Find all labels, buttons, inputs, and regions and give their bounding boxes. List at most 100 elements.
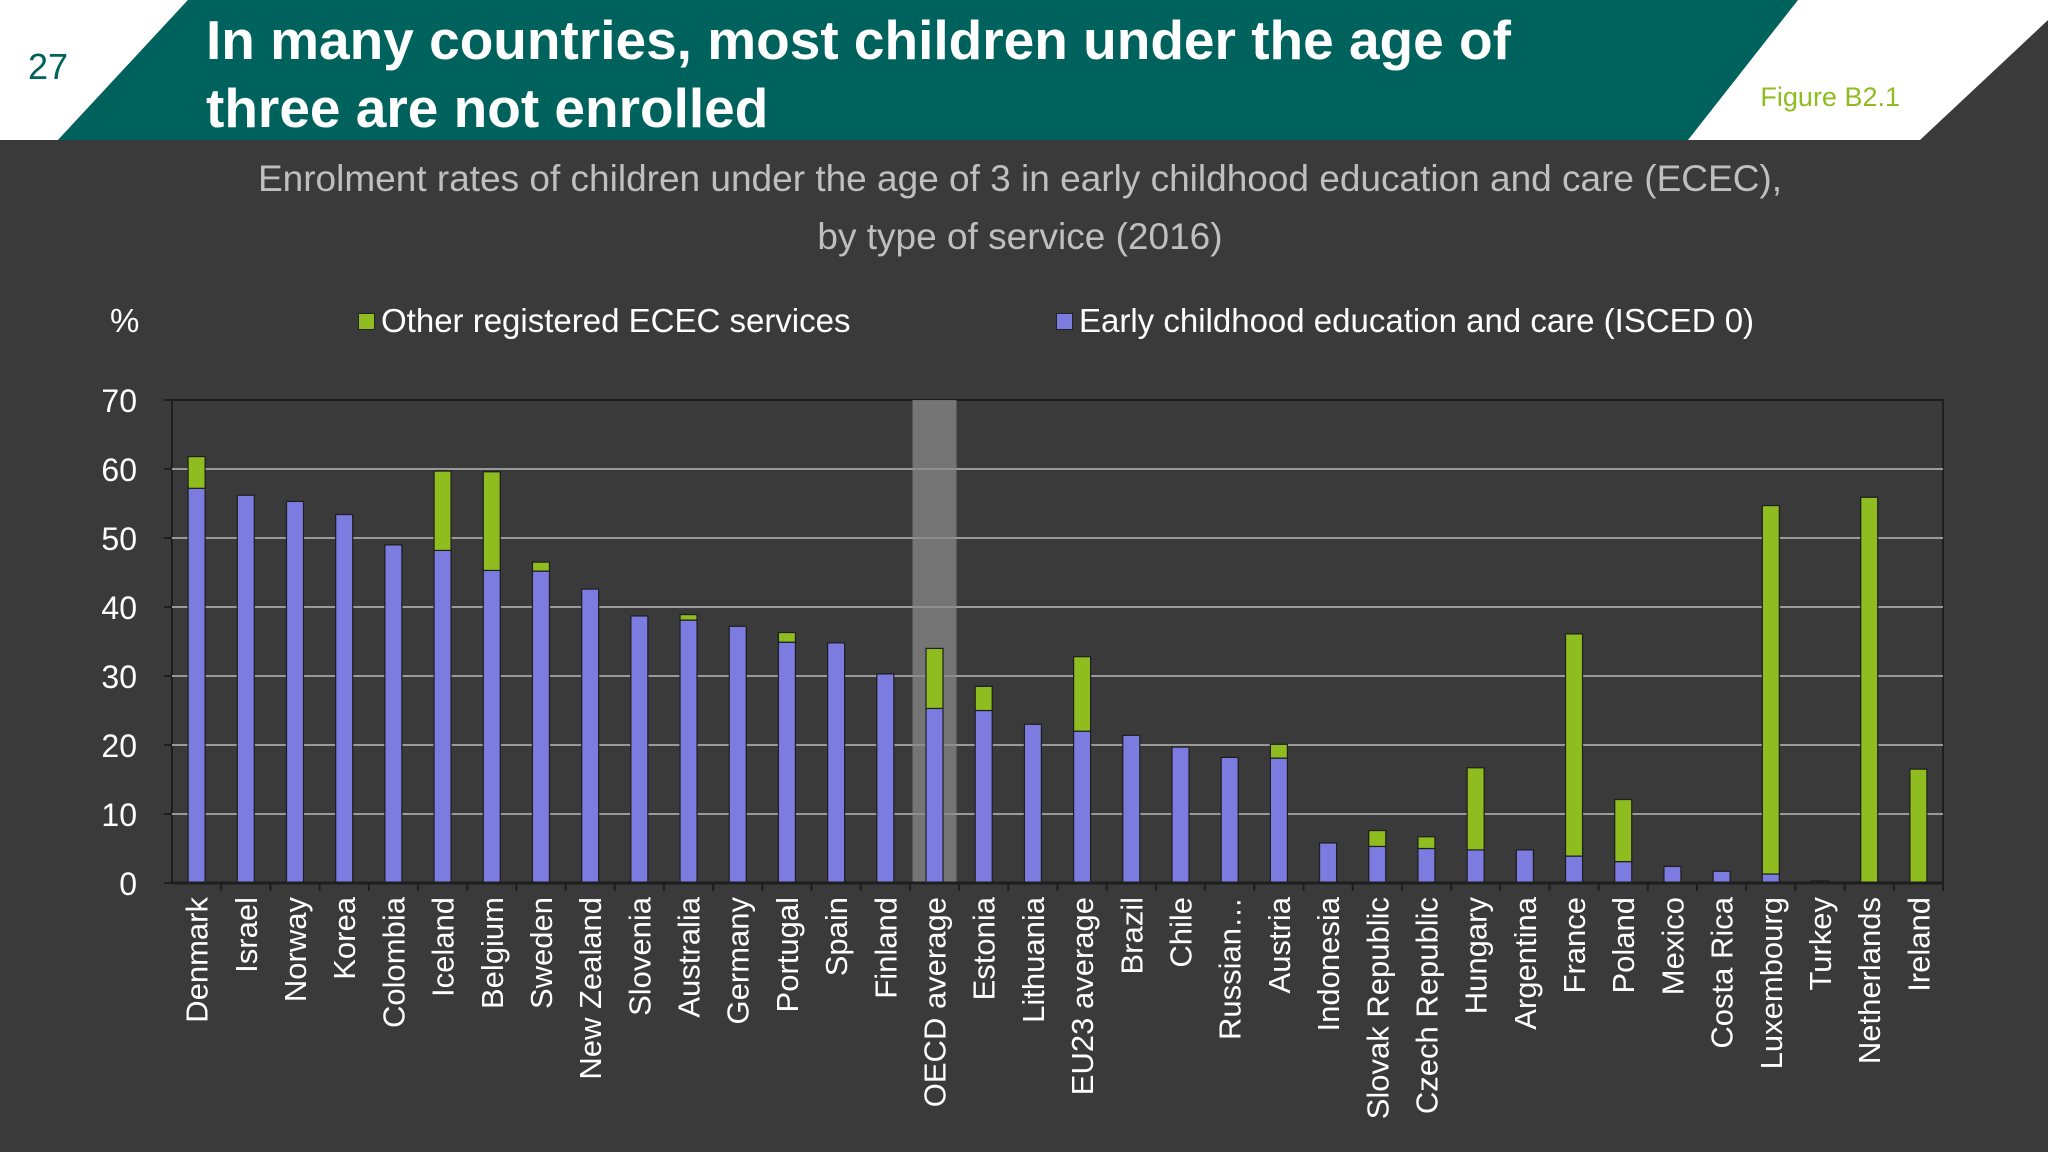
bar-isced (1023, 723, 1043, 884)
bar-other (1909, 768, 1928, 884)
x-tick-label: Colombia (376, 896, 411, 1028)
bar-isced (777, 641, 797, 884)
x-tick-label: Netherlands (1852, 897, 1887, 1064)
bar-isced (285, 500, 305, 884)
y-tick-label: 70 (101, 383, 137, 419)
bar-other (1368, 829, 1387, 848)
bar-isced (1072, 730, 1092, 884)
y-tick-label: 60 (101, 452, 137, 488)
x-tick-label: Argentina (1508, 896, 1543, 1029)
header-left-white-tab (0, 0, 188, 140)
header-right-white-tab (1688, 0, 2048, 140)
x-tick-label: Iceland (426, 897, 461, 997)
x-tick-label: Slovenia (622, 896, 657, 1016)
x-tick-label: Estonia (967, 896, 1002, 1000)
x-tick-label: Israel (229, 897, 264, 973)
x-tick-label: Australia (672, 896, 707, 1017)
chart-subtitle-line-2: by type of service (2016) (817, 216, 1223, 257)
y-tick-label: 0 (119, 866, 137, 902)
bar-isced (1614, 861, 1633, 884)
x-tick-label: Korea (327, 896, 362, 979)
bar-other (187, 455, 206, 489)
header-banner (0, 0, 2048, 140)
bar-isced (1663, 865, 1682, 884)
x-tick-label: Lithuania (1016, 896, 1051, 1023)
bar-isced (974, 709, 993, 884)
bar-isced (335, 513, 354, 884)
bar-isced (1466, 849, 1485, 884)
bar-other (1466, 767, 1485, 851)
bar-isced (581, 588, 600, 884)
chart-subtitle: Enrolment rates of children under the ag… (100, 150, 1940, 266)
x-tick-label: New Zealand (573, 897, 608, 1080)
bar-isced (876, 673, 895, 884)
x-tick-label: Sweden (524, 897, 559, 1009)
x-tick-label: EU23 average (1065, 897, 1100, 1095)
x-tick-label: Mexico (1655, 897, 1690, 995)
bar-isced (531, 570, 551, 884)
bar-isced (1564, 855, 1584, 884)
bar-isced (1417, 847, 1436, 884)
bar-isced (1269, 757, 1288, 884)
bar-other (1761, 504, 1780, 875)
bar-isced (1171, 746, 1190, 884)
x-tick-label: Indonesia (1311, 896, 1346, 1031)
bar-other (531, 561, 551, 572)
x-tick-label: Russian… (1213, 897, 1248, 1040)
bar-isced (482, 569, 501, 884)
x-tick-label: Finland (868, 897, 903, 999)
x-tick-label: Norway (278, 897, 313, 1003)
y-tick-label: 20 (101, 728, 137, 764)
legend-item-isced: Early childhood education and care (ISCE… (1056, 302, 1754, 340)
bar-other (777, 631, 797, 643)
x-tick-label: Austria (1262, 896, 1297, 993)
x-tick-label: Hungary (1459, 897, 1494, 1015)
bar-isced (1220, 756, 1239, 884)
bar-other (433, 470, 452, 552)
x-tick-label: Ireland (1901, 897, 1936, 992)
bar-isced (433, 549, 452, 884)
header-teal-band (58, 0, 1798, 140)
bar-isced (384, 544, 403, 884)
bar-isced (1318, 842, 1338, 884)
slide-title-line-1: In many countries, most children under t… (206, 9, 1511, 71)
bar-other (1564, 633, 1584, 857)
x-tick-label: Belgium (475, 897, 510, 1009)
x-tick-label: France (1557, 897, 1592, 993)
x-tick-label: Slovak Republic (1360, 897, 1395, 1119)
x-tick-label: Chile (1163, 897, 1198, 968)
bar-other (1860, 496, 1879, 884)
y-tick-label: 50 (101, 521, 137, 557)
bar-isced (1515, 849, 1534, 884)
y-tick-label: 40 (101, 590, 137, 626)
x-tick-label: Germany (721, 897, 756, 1025)
x-tick-label: Brazil (1114, 897, 1149, 975)
figure-label: Figure B2.1 (1760, 82, 1900, 112)
bar-other (974, 685, 993, 712)
bar-isced (1368, 845, 1387, 884)
bar-other (1614, 798, 1633, 863)
bar-isced (827, 642, 846, 884)
bar-isced (679, 619, 698, 884)
bar-other (482, 471, 501, 572)
x-tick-label: OECD average (918, 897, 953, 1107)
bar-isced (187, 487, 206, 884)
bar-other (1269, 743, 1288, 759)
y-tick-label: 10 (101, 797, 137, 833)
x-tick-label: Turkey (1803, 897, 1838, 991)
x-tick-label: Czech Republic (1409, 897, 1444, 1114)
x-tick-label: Poland (1606, 897, 1641, 994)
bar-isced (1122, 734, 1141, 884)
x-tick-label: Costa Rica (1705, 896, 1740, 1048)
x-tick-label: Spain (819, 897, 854, 976)
slide-title-line-2: three are not enrolled (206, 77, 769, 139)
bar-isced (925, 707, 944, 884)
slide-title: In many countries, most children under t… (206, 6, 1646, 142)
bar-other (1072, 656, 1092, 732)
chart-subtitle-line-1: Enrolment rates of children under the ag… (257, 158, 1783, 199)
y-tick-label: 30 (101, 659, 137, 695)
bar-isced (728, 625, 747, 884)
legend-swatch-other (358, 312, 375, 330)
